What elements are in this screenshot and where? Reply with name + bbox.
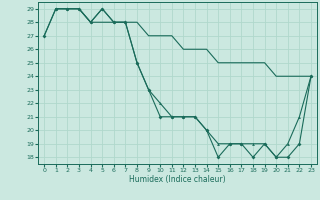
X-axis label: Humidex (Indice chaleur): Humidex (Indice chaleur) bbox=[129, 175, 226, 184]
